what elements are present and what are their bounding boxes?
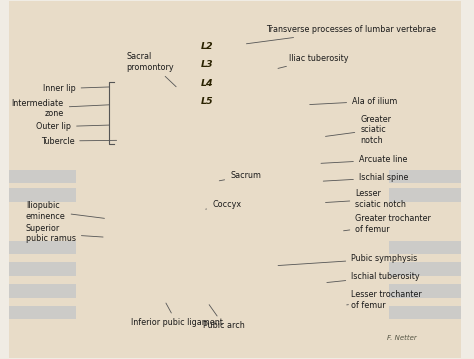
Bar [9, 188, 75, 202]
Text: Superior
pubic ramus: Superior pubic ramus [26, 224, 103, 243]
Text: Transverse processes of lumbar vertebrae: Transverse processes of lumbar vertebrae [246, 25, 436, 44]
Text: L4: L4 [201, 79, 214, 88]
Bar [389, 241, 461, 254]
Text: Ischial tuberosity: Ischial tuberosity [327, 272, 420, 283]
Text: Inferior pubic ligament: Inferior pubic ligament [131, 303, 223, 327]
Text: Coccyx: Coccyx [206, 200, 241, 209]
Text: Outer lip: Outer lip [36, 122, 109, 131]
Text: Sacral
promontory: Sacral promontory [126, 52, 176, 87]
Text: F. Netter: F. Netter [387, 335, 417, 341]
Text: Iliac tuberosity: Iliac tuberosity [278, 54, 348, 69]
Text: Ischial spine: Ischial spine [323, 173, 408, 182]
Bar [9, 262, 75, 276]
Text: Inner lip: Inner lip [43, 84, 109, 93]
Text: Ala of ilium: Ala of ilium [310, 97, 398, 106]
Bar [9, 306, 75, 319]
Bar [389, 169, 461, 183]
Text: L2: L2 [201, 42, 214, 51]
Text: Greater trochanter
of femur: Greater trochanter of femur [344, 214, 431, 234]
Bar [9, 241, 75, 254]
Bar [389, 188, 461, 202]
Text: L5: L5 [201, 97, 214, 106]
Text: Sacrum: Sacrum [219, 172, 261, 181]
Text: Lesser
sciatic notch: Lesser sciatic notch [326, 190, 406, 209]
Bar [389, 284, 461, 298]
Text: Tubercle: Tubercle [41, 136, 117, 145]
Bar [9, 284, 75, 298]
Text: L3: L3 [201, 60, 214, 69]
Text: Lesser trochanter
of femur: Lesser trochanter of femur [346, 290, 422, 309]
Text: Pubic symphysis: Pubic symphysis [278, 254, 418, 266]
Text: Arcuate line: Arcuate line [321, 155, 407, 164]
Text: Pubic arch: Pubic arch [203, 305, 245, 330]
Bar [389, 306, 461, 319]
Bar [389, 262, 461, 276]
Bar [9, 169, 75, 183]
Text: Iliopubic
eminence: Iliopubic eminence [26, 201, 104, 220]
Text: Intermediate
zone: Intermediate zone [12, 99, 109, 118]
Text: Greater
sciatic
notch: Greater sciatic notch [326, 115, 391, 145]
